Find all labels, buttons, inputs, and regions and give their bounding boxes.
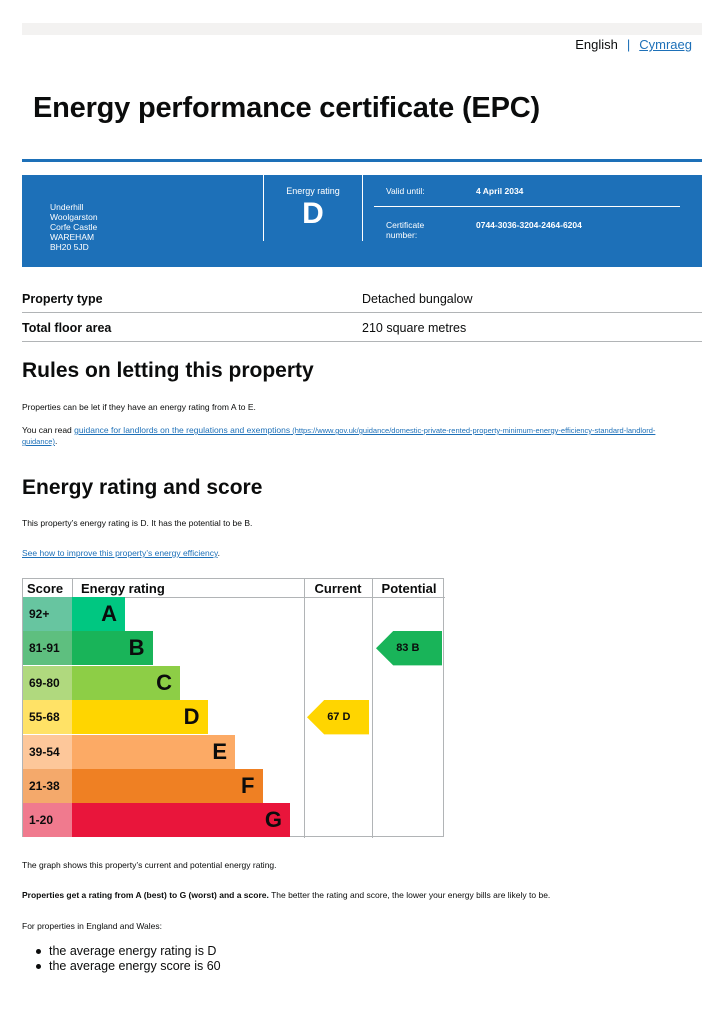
address-line: WAREHAM [50,232,95,242]
letting-guidance-prefix: You can read [22,425,75,435]
guidance-link[interactable]: guidance for landlords on the regulation… [22,425,655,446]
top-bar [22,23,702,35]
potential-rating-arrow-polygon [376,631,442,666]
valid-until-label: Valid until: [386,186,425,196]
panel-divider [362,175,363,241]
band-bar-a: A [72,597,125,631]
floor-area-value: 210 square metres [362,321,467,335]
england-wales-intro: For properties in England and Wales: [22,921,163,931]
energy-rating-letter: D [302,197,324,230]
valid-until-value: 4 April 2034 [476,186,524,196]
band-bar-c: C [72,665,180,700]
rating-explanation: Properties get a rating from A (best) to… [22,890,702,900]
guidance-suffix: . [54,436,58,446]
panel-rule [374,206,680,207]
property-type-key: Property type [22,292,103,306]
potential-rating-arrow-shape [376,631,442,666]
list-item: the average energy rating is D [36,944,221,959]
certificate-label-line: number: [386,230,418,240]
potential-rating-arrow-label: 83 B [396,642,420,655]
energy-rating-label: Energy rating [286,186,340,196]
header-energy-rating: Energy rating [81,580,165,596]
improve-para: See how to improve this property’s energ… [22,548,702,558]
header-score: Score [27,580,64,596]
band-score-e: 39-54 [23,734,72,769]
graph-caption: The graph shows this property’s current … [22,860,277,870]
band-bar-e: E [72,734,235,769]
rating-explanation-rest: The better the rating and score, the low… [268,890,551,900]
certificate-number-value: 0744-3036-3204-2464-6204 [476,220,582,230]
band-bar-f: F [72,769,263,803]
letting-para: Properties can be let if they have an en… [22,402,256,412]
property-type-value: Detached bungalow [362,292,473,306]
language-switcher: English | Cymraeg [575,37,692,52]
letting-guidance-para: You can read guidance for landlords on t… [22,425,702,447]
band-score-d: 55-68 [23,700,72,735]
language-separator: | [626,37,631,52]
band-bar-d: D [72,700,208,735]
current-rating-arrow-polygon [307,700,369,735]
guidance-link-text: guidance for landlords on the regulation… [74,425,291,435]
panel-divider [263,175,264,241]
header-current: Current [314,580,362,596]
current-rating-arrow: 67 D [307,700,369,735]
address-line: Woolgarston [50,212,98,222]
floor-area-key: Total floor area [22,321,112,335]
header-potential: Potential [381,580,437,596]
guidance-url: guidance) [22,437,55,446]
potential-rating-arrow: 83 B [376,631,442,666]
language-link-cymraeg[interactable]: Cymraeg [639,37,692,52]
address-line: BH20 5JD [50,242,89,252]
list-item: the average energy score is 60 [36,959,221,973]
current-rating-arrow-label: 67 D [327,711,351,724]
property-address: Underhill Woolgarston Corfe Castle WAREH… [50,202,98,252]
property-type-row: Property type Detached bungalow [22,284,702,313]
rating-explanation-bold: Properties get a rating from A (best) to… [22,890,269,900]
improve-suffix: . [217,548,220,558]
letting-heading: Rules on letting this property [22,359,314,382]
address-line: Underhill [50,202,84,212]
title-rule [22,159,702,162]
energy-rating-heading: Energy rating and score [22,476,263,499]
language-current: English [575,37,618,52]
address-line: Corfe Castle [50,222,98,232]
rating-summary-para: This property’s energy rating is D. It h… [22,518,253,528]
energy-rating-chart: Score Energy rating Current Potential 92… [22,578,445,838]
certificate-number-label: Certificate number: [386,220,424,240]
band-bar-g: G [72,803,290,838]
header-divider [23,597,445,598]
improve-link[interactable]: See how to improve this property’s energ… [22,548,218,558]
floor-area-row: Total floor area 210 square metres [22,313,702,342]
average-list: the average energy rating is D the avera… [36,944,221,974]
band-score-g: 1-20 [23,803,72,838]
column-divider [372,579,373,838]
summary-panel: Underhill Woolgarston Corfe Castle WAREH… [22,175,702,267]
current-rating-arrow-shape [307,700,369,735]
column-divider [304,579,305,838]
band-bar-b: B [72,631,153,666]
column-divider [72,579,73,597]
band-score-b: 81-91 [23,631,72,666]
certificate-label-line: Certificate [386,220,425,230]
guidance-url: (https://www.gov.uk/guidance/domestic-pr… [290,426,656,435]
band-score-c: 69-80 [23,665,72,700]
page-title: Energy performance certificate (EPC) [33,92,540,124]
band-score-a: 92+ [23,597,72,631]
band-score-f: 21-38 [23,769,72,803]
